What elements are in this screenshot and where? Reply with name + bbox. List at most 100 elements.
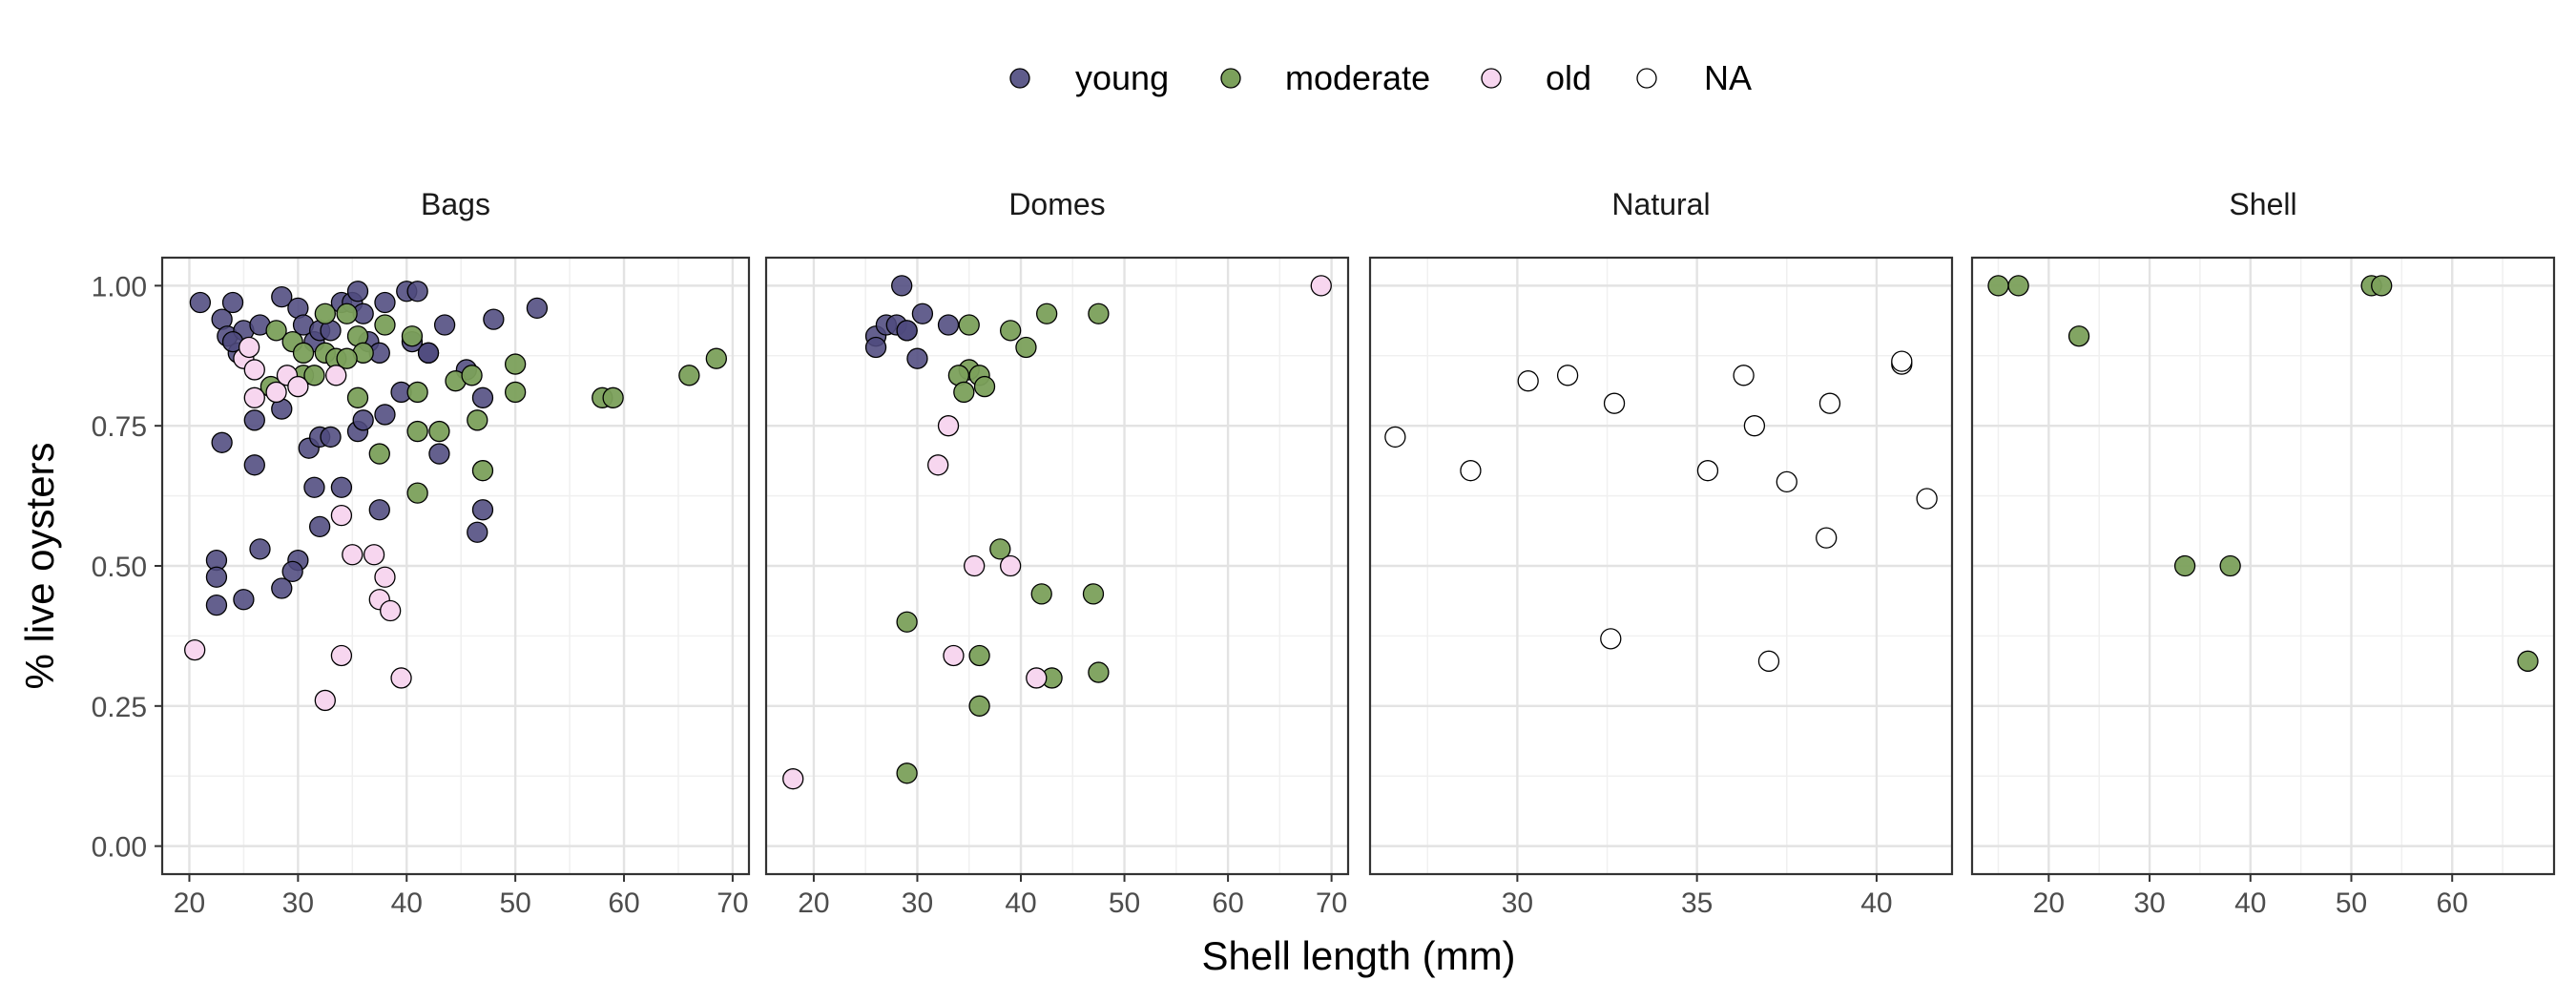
x-tick-label: 60 (1212, 887, 1243, 919)
point-young (374, 404, 396, 426)
x-tick-label: 60 (608, 887, 639, 919)
point-moderate (428, 420, 450, 443)
point-moderate (1035, 303, 1058, 324)
point-moderate (1000, 320, 1022, 342)
legend-key-NA (1636, 68, 1657, 89)
point-NA (1556, 365, 1579, 386)
point-moderate (2007, 275, 2029, 297)
point-moderate (968, 695, 990, 717)
x-axis-title: Shell length (mm) (1201, 933, 1515, 978)
point-moderate (303, 365, 325, 386)
legend-key-moderate (1220, 68, 1241, 89)
point-moderate (265, 320, 287, 342)
point-young (471, 386, 494, 408)
point-NA (1743, 415, 1766, 437)
point-NA (1916, 488, 1938, 510)
panel-border (1368, 256, 1954, 876)
point-old (964, 554, 986, 577)
point-moderate (336, 347, 358, 369)
legend-label-moderate: moderate (1285, 58, 1430, 97)
point-young (221, 291, 244, 314)
y-tick-label: 0.50 (92, 552, 147, 583)
point-old (238, 336, 260, 359)
point-young (346, 281, 369, 303)
point-old (287, 375, 309, 398)
point-young (211, 431, 233, 453)
point-old (374, 566, 396, 588)
point-young (308, 515, 331, 538)
x-tick-label: 40 (1860, 887, 1892, 919)
y-tick-label: 0.00 (92, 832, 147, 864)
x-tick-label: 70 (1316, 887, 1347, 919)
point-young (243, 454, 265, 476)
y-tick-label: 1.00 (92, 271, 147, 303)
point-old (1000, 554, 1022, 577)
point-moderate (2067, 325, 2090, 347)
panel-strip-label: Shell (2229, 187, 2296, 221)
panel-border (1970, 256, 2556, 876)
point-old (184, 638, 206, 661)
point-old (363, 544, 385, 566)
x-tick-label: 50 (499, 887, 530, 919)
point-moderate (314, 303, 336, 324)
point-NA (1733, 365, 1755, 386)
point-old (243, 359, 265, 381)
y-tick-label: 0.25 (92, 692, 147, 723)
point-young (243, 409, 265, 431)
point-young (205, 594, 228, 616)
x-tick-label: 20 (174, 887, 205, 919)
point-moderate (406, 482, 428, 504)
point-moderate (953, 381, 975, 404)
point-young (896, 320, 918, 342)
point-young (352, 409, 374, 431)
x-tick-label: 20 (2033, 887, 2065, 919)
y-axis-title: % live oysters (17, 442, 62, 689)
point-old (937, 415, 960, 437)
point-young (330, 476, 353, 498)
legend-label-old: old (1546, 58, 1591, 97)
point-NA (1776, 470, 1797, 493)
point-moderate (368, 443, 390, 465)
point-moderate (292, 342, 315, 364)
point-young (471, 499, 494, 521)
x-tick-label: 40 (391, 887, 423, 919)
point-NA (1696, 460, 1719, 482)
point-NA (1757, 650, 1780, 672)
point-young (271, 285, 293, 308)
point-moderate (896, 611, 918, 633)
point-young (911, 303, 934, 324)
x-tick-label: 70 (717, 887, 748, 919)
point-young (937, 314, 960, 336)
point-old (943, 644, 965, 667)
point-moderate (406, 420, 428, 443)
point-NA (1517, 370, 1539, 392)
point-moderate (973, 375, 996, 398)
point-moderate (406, 381, 428, 404)
point-young (891, 275, 913, 297)
point-moderate (504, 381, 527, 404)
point-young (467, 521, 488, 543)
point-young (205, 566, 228, 588)
point-moderate (504, 353, 527, 375)
panel-border (764, 256, 1350, 876)
point-moderate (336, 303, 358, 324)
point-moderate (989, 538, 1011, 560)
x-tick-label: 60 (2437, 887, 2468, 919)
point-old (330, 644, 353, 667)
point-moderate (2371, 275, 2393, 297)
point-young (233, 589, 255, 611)
legend-label-NA: NA (1704, 58, 1752, 97)
legend-label-young: young (1075, 58, 1169, 97)
point-young (281, 560, 303, 583)
point-young (374, 291, 396, 314)
point-moderate (374, 314, 396, 336)
x-tick-label: 35 (1681, 887, 1713, 919)
panel-strip-label: Domes (1008, 187, 1105, 221)
point-moderate (1088, 303, 1110, 324)
legend-key-old (1481, 68, 1502, 89)
point-young (368, 499, 390, 521)
point-young (906, 347, 928, 369)
panel-strip-label: Bags (421, 187, 490, 221)
point-moderate (471, 460, 494, 482)
point-moderate (958, 314, 980, 336)
